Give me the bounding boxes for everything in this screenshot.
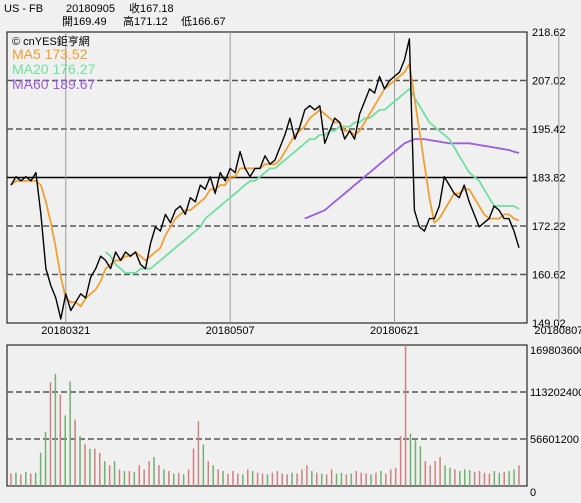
price-chart: 218.62 207.02 195.42 183.82 172.22 160.62 149.… [6,27,581,337]
price-y-tick: 195.42 [532,124,566,136]
ma5-legend: MA5 173.52 [12,46,88,62]
volume-y-tick: 113202400 [530,387,581,399]
volume-y-tick: 169803600 [530,345,581,357]
price-y-tick: 149.02 [532,318,566,330]
volume-chart: 169803600 113202400 56601200 0 [6,344,581,499]
ma20-legend: MA20 176.27 [12,61,96,77]
price-x-tick: 20180507 [206,325,255,337]
high-price-label: 高171.12 [123,16,168,28]
price-y-tick: 172.22 [532,221,566,233]
open-price-label: 開169.49 [62,16,107,28]
price-x-tick: 20180807 [534,325,581,337]
symbol-label: US - FB [4,3,44,15]
brand-label: © cnYES鉅亨網 [12,36,90,48]
date-label: 20180905 [66,3,115,15]
price-series-line [10,38,520,320]
ma60-legend: MA60 189.67 [12,76,96,92]
price-x-tick: 20180321 [41,325,90,337]
price-y-tick: 160.62 [532,270,566,282]
price-y-tick: 207.02 [532,76,566,88]
price-y-tick: 183.82 [532,173,566,185]
volume-y-tick: 0 [530,487,536,499]
low-price-label: 低166.67 [181,16,226,28]
price-x-tick: 20180621 [370,325,419,337]
close-price-label: 收167.18 [129,3,174,15]
volume-y-tick: 56601200 [530,434,579,446]
price-y-tick: 218.62 [532,27,566,39]
ma20-series-line [105,88,520,274]
ma5-series-line [10,63,520,308]
